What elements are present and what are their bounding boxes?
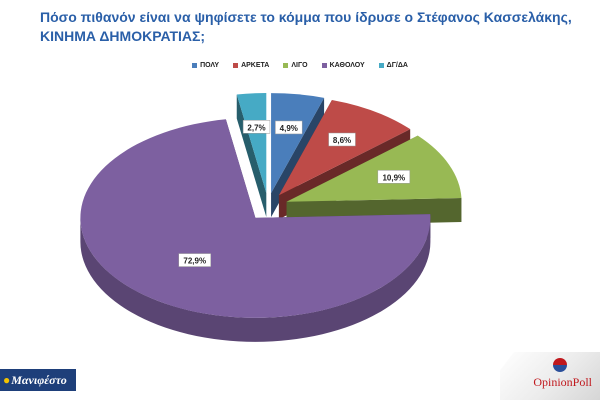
- data-label-poly: 4,9%: [280, 124, 298, 133]
- legend-label-poly: ΠΟΛΥ: [200, 62, 220, 69]
- data-label-dgda: 2,7%: [247, 123, 265, 132]
- legend-swatch-poly: [192, 63, 198, 68]
- legend-item-arketa: ΑΡΚΕΤΑ: [233, 62, 269, 69]
- legend-swatch-arketa: [233, 63, 239, 68]
- legend-item-dgda: ΔΓ/ΔΑ: [378, 62, 408, 69]
- opinionpoll-logo: OpinionPoll: [500, 352, 600, 400]
- pie-slice-ligo: [286, 135, 462, 202]
- data-label-ligo: 10,9%: [382, 173, 405, 182]
- pie-slice-arketa: [278, 99, 411, 196]
- chart-title-line-1: Πόσο πιθανόν είναι να ψηφίσετε το κόμμα …: [40, 9, 572, 25]
- pie-slice-poly: [271, 93, 325, 194]
- manifesto-logo-text: Μανιφέστο: [11, 372, 67, 387]
- legend-item-katholou: ΚΑΘΟΛΟΥ: [321, 62, 365, 69]
- data-label-arketa: 8,6%: [333, 136, 351, 145]
- pie-tops: [80, 93, 462, 318]
- data-label-box-dgda: [242, 120, 271, 134]
- pie-rim-katholou: [80, 217, 431, 342]
- page-curl-icon: [500, 352, 600, 400]
- legend-label-arketa: ΑΡΚΕΤΑ: [241, 62, 270, 69]
- data-label-box-katholou: [178, 253, 211, 267]
- data-label-katholou: 72,9%: [183, 257, 206, 266]
- pie-data-labels: 4,9% 8,6% 10,9% 72,9% 2,7%: [178, 120, 411, 267]
- legend-swatch-dgda: [378, 63, 384, 68]
- legend: ΠΟΛΥ ΑΡΚΕΤΑ ΛΙΓΟ ΚΑΘΟΛΟΥ ΔΓ/ΔΑ: [0, 62, 600, 69]
- opinionpoll-logo-text: OpinionPoll: [533, 375, 592, 389]
- data-label-box-poly: [275, 120, 303, 135]
- legend-label-katholou: ΚΑΘΟΛΟΥ: [329, 62, 365, 69]
- legend-item-ligo: ΛΙΓΟ: [283, 62, 308, 69]
- legend-swatch-katholou: [321, 63, 327, 68]
- data-label-box-ligo: [377, 170, 411, 184]
- data-label-box-arketa: [328, 132, 356, 147]
- legend-item-poly: ΠΟΛΥ: [192, 62, 219, 69]
- manifesto-dot-icon: ●: [3, 372, 11, 387]
- manifesto-logo: ● Μανιφέστο: [0, 369, 76, 391]
- legend-label-dgda: ΔΓ/ΔΑ: [386, 62, 408, 69]
- pie-slice-katholou: [80, 119, 431, 318]
- chart-title-line-2: ΚΙΝΗΜΑ ΔΗΜΟΚΡΑΤΙΑΣ;: [40, 28, 206, 44]
- pie-slice-dgda: [236, 93, 267, 194]
- legend-swatch-ligo: [283, 63, 289, 68]
- opinionpoll-circle-icon: [553, 358, 567, 372]
- chart-title: Πόσο πιθανόν είναι να ψηφίσετε το κόμμα …: [40, 8, 580, 46]
- legend-label-ligo: ΛΙΓΟ: [291, 62, 308, 69]
